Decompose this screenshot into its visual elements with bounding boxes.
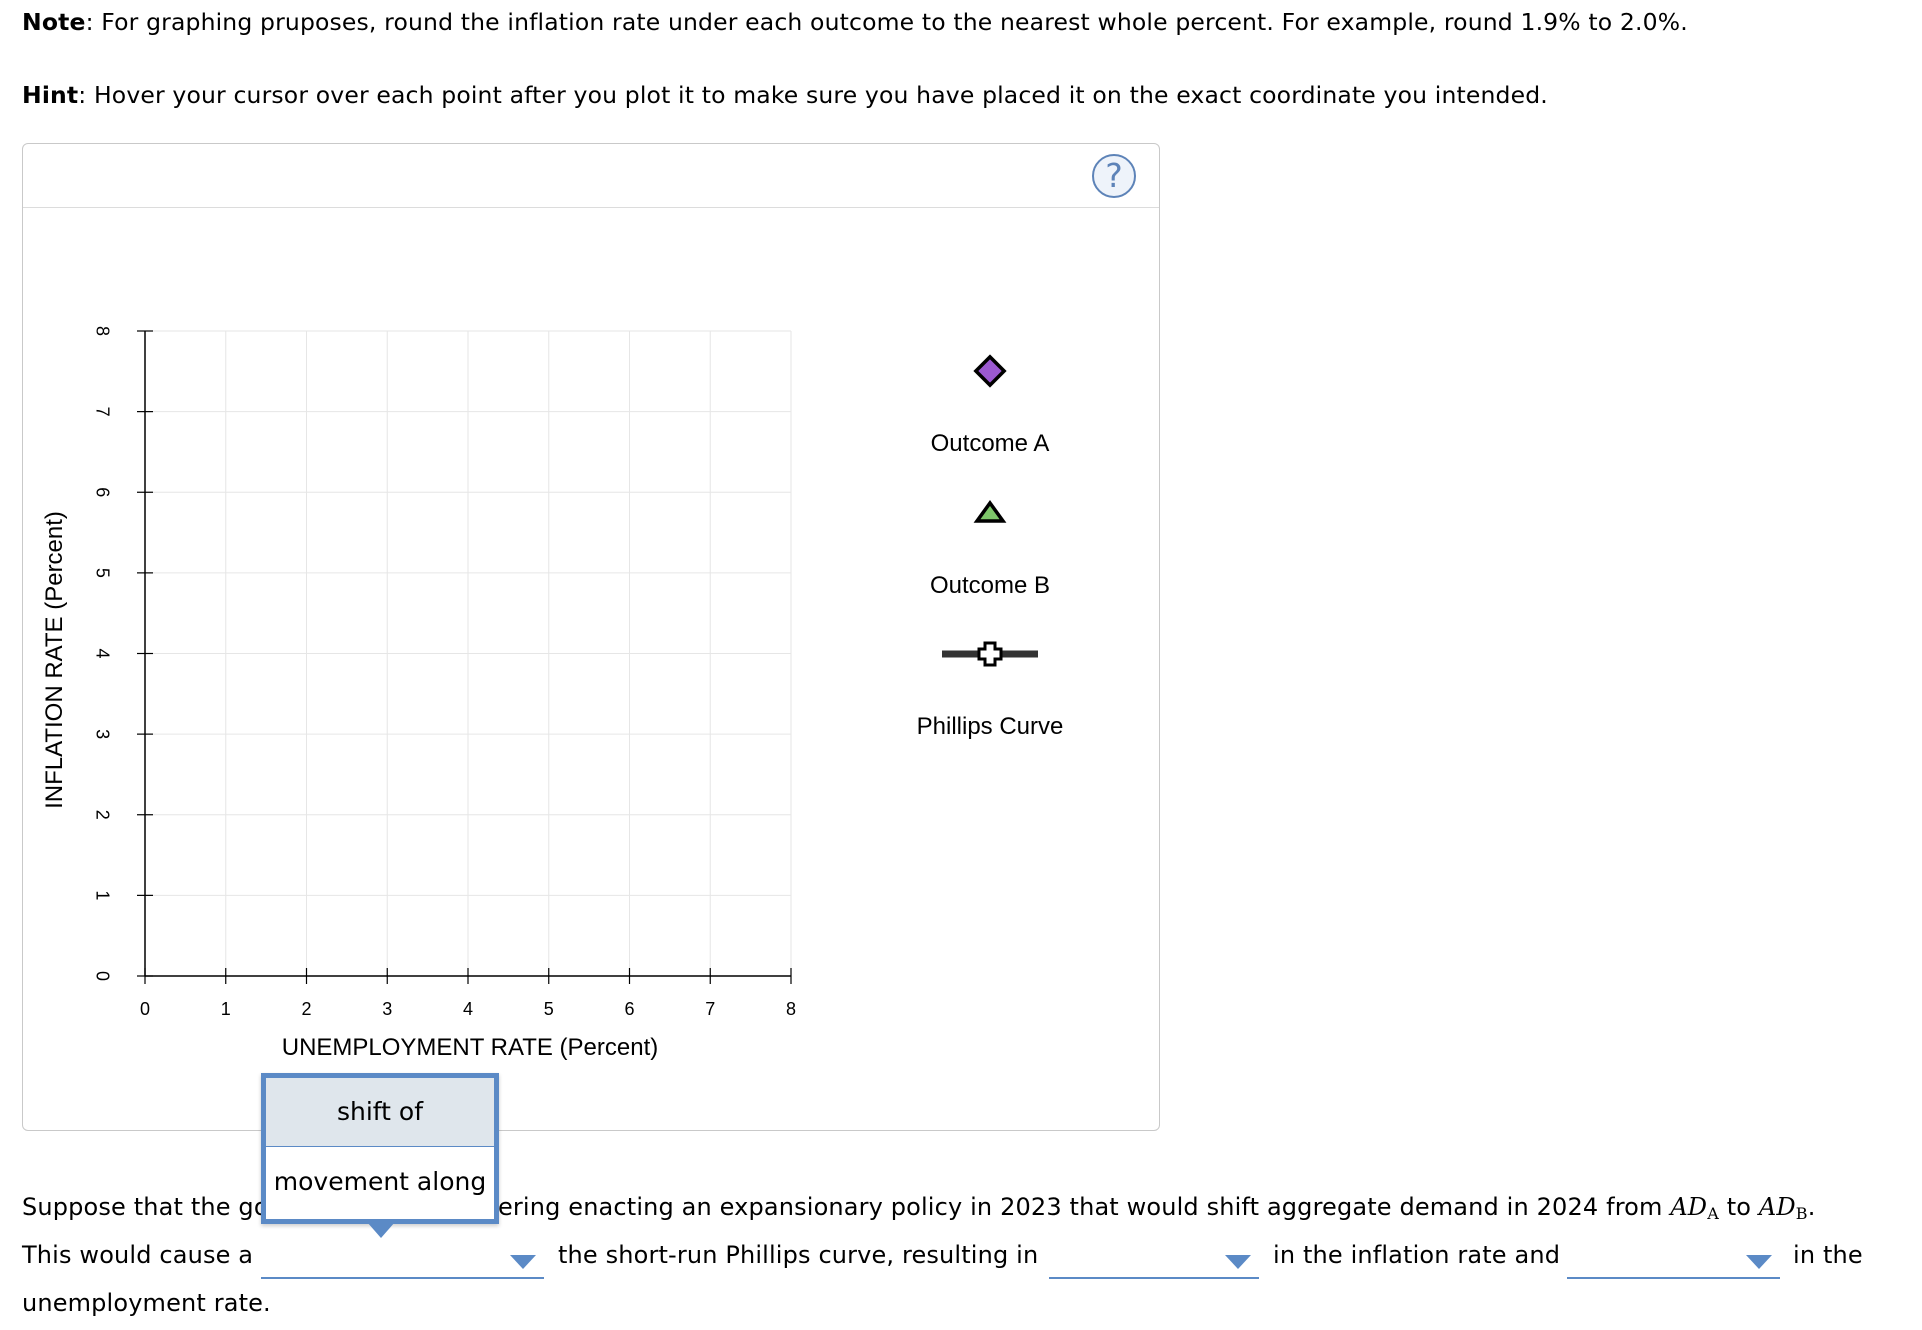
question-line-3: unemployment rate. — [22, 1289, 271, 1317]
graph-panel-header — [23, 144, 1159, 208]
question-line-1-prefix: Suppose that the go — [22, 1193, 269, 1221]
question-line-2-part-1: This would cause a — [22, 1241, 254, 1269]
legend-label-phillips-curve: Phillips Curve — [916, 713, 1064, 740]
hint-body: : Hover your cursor over each point afte… — [78, 81, 1548, 109]
note-text: Note: For graphing pruposes, round the i… — [22, 7, 1688, 37]
question-mark-icon[interactable]: ? — [1092, 154, 1136, 198]
chevron-down-icon — [1225, 1255, 1251, 1269]
option-shift-of[interactable]: shift of — [266, 1078, 494, 1147]
ad-b-symbol: ADB — [1758, 1193, 1808, 1223]
question-line-2-part-2: the short-run Phillips curve, resulting … — [558, 1241, 1039, 1269]
question-line-2-part-3: in the inflation rate and — [1273, 1241, 1561, 1269]
hint-label: Hint — [22, 81, 79, 109]
dropdown-popup: shift of movement along — [261, 1073, 499, 1224]
ad-a-symbol: ADA — [1670, 1193, 1719, 1223]
dropdown-popup-pointer — [367, 1222, 395, 1238]
chevron-down-icon — [510, 1255, 536, 1269]
note-body: : For graphing pruposes, round the infla… — [85, 8, 1688, 36]
to-word: to — [1726, 1193, 1752, 1221]
chevron-down-icon — [1746, 1255, 1772, 1269]
inflation-change-select[interactable] — [1049, 1243, 1259, 1279]
diamond-icon[interactable] — [973, 354, 1007, 388]
line-cross-icon[interactable] — [942, 641, 1038, 667]
triangle-icon[interactable] — [973, 500, 1007, 523]
legend-label-outcome-b: Outcome B — [929, 572, 1051, 599]
question-line-1-rest: ering enacting an expansionary policy in… — [498, 1192, 1815, 1229]
question-line-1: Suppose that the go — [22, 1192, 269, 1222]
period: . — [1807, 1193, 1816, 1221]
cause-select[interactable] — [261, 1243, 544, 1279]
option-movement-along[interactable]: movement along — [266, 1148, 494, 1216]
note-label: Note — [22, 8, 86, 36]
graph-panel — [22, 143, 1160, 1131]
question-line-1-suffix: ering enacting an expansionary policy in… — [498, 1193, 1663, 1221]
hint-text: Hint: Hover your cursor over each point … — [22, 80, 1548, 110]
unemployment-change-select[interactable] — [1567, 1243, 1780, 1279]
legend-label-outcome-a: Outcome A — [930, 430, 1050, 457]
question-line-2-part-4: in the — [1793, 1241, 1863, 1269]
